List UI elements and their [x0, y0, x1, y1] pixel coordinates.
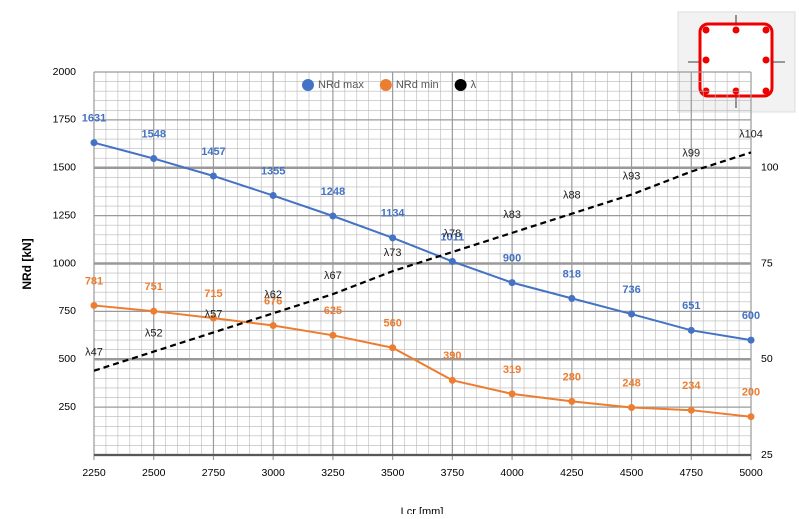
series-line [93, 151, 752, 372]
data-label: 200 [742, 387, 760, 399]
x-tick-label: 3500 [381, 467, 405, 479]
legend-label: NRd min [396, 79, 439, 91]
data-label: λ67 [324, 270, 342, 282]
point [150, 155, 158, 163]
data-label: 818 [563, 268, 581, 280]
legend-marker [379, 79, 392, 91]
point [389, 344, 397, 352]
data-label: 248 [622, 377, 640, 389]
data-label: λ83 [503, 209, 521, 221]
point [269, 192, 277, 200]
point [508, 390, 516, 398]
y-tick-label: 1000 [53, 257, 77, 269]
series-line [93, 141, 752, 342]
data-label: 280 [563, 371, 581, 383]
point [209, 314, 217, 322]
y2-tick-label: 100 [761, 162, 779, 174]
series-line [93, 304, 752, 418]
data-label: 751 [145, 281, 163, 293]
y2-tick-label: 75 [761, 257, 773, 269]
data-label: λ62 [264, 289, 282, 301]
point [568, 397, 576, 405]
x-tick-label: 4250 [560, 467, 584, 479]
y-tick-label: 1250 [53, 209, 77, 221]
y-tick-label: 2000 [53, 66, 77, 78]
data-label: λ104 [739, 128, 763, 140]
data-label: λ57 [205, 308, 223, 320]
data-label: 560 [383, 318, 401, 330]
point [747, 413, 755, 421]
legend-label: λ [471, 79, 477, 91]
data-label: 736 [622, 284, 640, 296]
point [448, 257, 456, 265]
data-label: 390 [443, 350, 461, 362]
data-label: 234 [682, 380, 701, 392]
point [329, 331, 337, 339]
x-tick-label: 2500 [142, 467, 166, 479]
point [150, 307, 158, 315]
legend-marker [454, 79, 467, 91]
data-label: 1548 [141, 128, 165, 140]
x-tick-label: 2250 [82, 467, 106, 479]
legend-marker [302, 79, 314, 91]
point [687, 326, 695, 334]
data-label: 1631 [82, 113, 106, 125]
x-tick-label: 3000 [262, 467, 286, 479]
x-tick-label: 2750 [202, 467, 226, 479]
data-label: 1011 [440, 231, 464, 243]
data-label: 319 [503, 364, 521, 376]
point [568, 294, 576, 302]
y-tick-label: 750 [58, 305, 76, 317]
data-label: 625 [324, 305, 342, 317]
data-label: λ52 [145, 327, 163, 339]
data-label: λ73 [384, 247, 402, 259]
data-label: λ88 [563, 190, 581, 202]
y-tick-label: 500 [58, 353, 76, 365]
data-label: 1457 [201, 146, 225, 158]
x-tick-label: 4500 [620, 467, 644, 479]
point [448, 376, 456, 384]
x-tick-label: 4750 [680, 467, 704, 479]
x-axis-title: Lcr [mm] [401, 506, 444, 514]
point [90, 139, 98, 147]
grid [93, 71, 752, 460]
data-label: λ99 [682, 147, 700, 159]
point [90, 301, 98, 309]
point [508, 279, 516, 287]
section-icon [677, 11, 796, 113]
point [687, 406, 695, 414]
data-label: 1248 [321, 186, 345, 198]
legend-label: NRd max [318, 79, 364, 91]
y2-tick-label: 50 [761, 353, 773, 365]
point [747, 336, 755, 344]
y-axis-title: NRd [kN] [20, 238, 34, 289]
y-tick-label: 250 [58, 401, 76, 413]
data-label: 676 [264, 295, 282, 307]
data-label: 715 [204, 288, 222, 300]
point [628, 404, 636, 412]
x-tick-label: 4000 [500, 467, 524, 479]
point [209, 172, 217, 180]
data-label: 1134 [381, 208, 406, 220]
point [628, 310, 636, 318]
data-label: λ78 [443, 228, 461, 240]
data-label: 1355 [261, 165, 285, 177]
x-tick-label: 3250 [321, 467, 345, 479]
point [389, 234, 397, 242]
y2-tick-label: 25 [761, 449, 773, 461]
data-label: 651 [682, 300, 700, 312]
x-tick-label: 5000 [739, 467, 763, 479]
x-tick-label: 3750 [441, 467, 465, 479]
point [329, 212, 337, 220]
data-label: 781 [85, 275, 103, 287]
data-label: 900 [503, 253, 521, 265]
data-label: λ47 [85, 347, 103, 359]
data-label: 600 [742, 310, 760, 322]
y-tick-label: 1750 [53, 114, 77, 126]
data-label: λ93 [623, 170, 641, 182]
y-tick-label: 1500 [53, 162, 77, 174]
point [269, 322, 277, 330]
